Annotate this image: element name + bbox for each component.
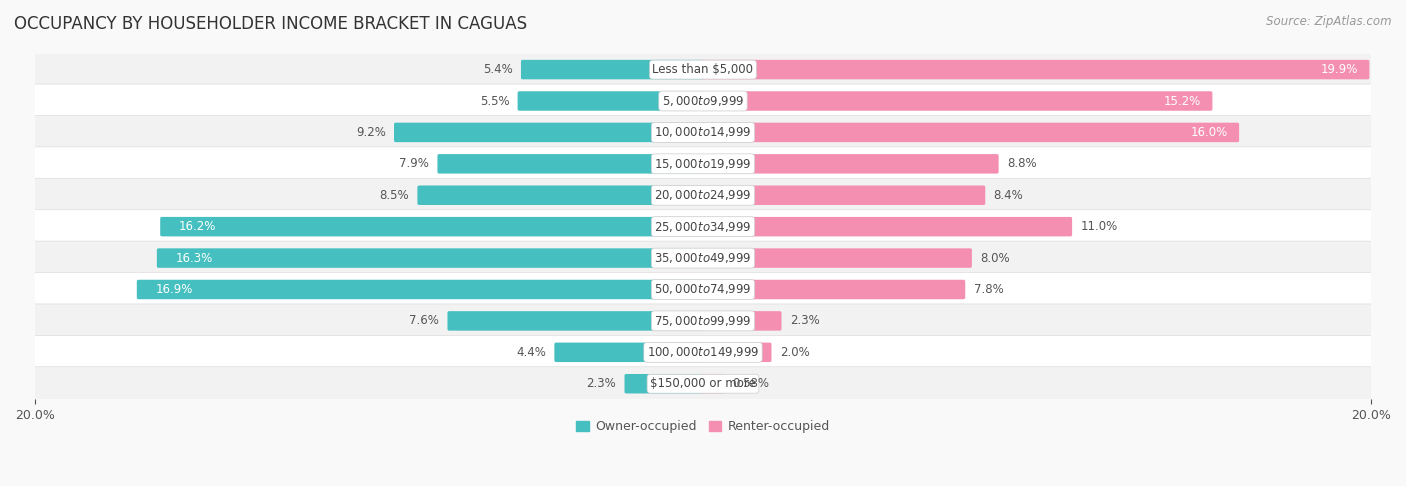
FancyBboxPatch shape <box>34 367 1372 400</box>
FancyBboxPatch shape <box>394 122 704 142</box>
Text: 15.2%: 15.2% <box>1163 94 1201 107</box>
Text: OCCUPANCY BY HOUSEHOLDER INCOME BRACKET IN CAGUAS: OCCUPANCY BY HOUSEHOLDER INCOME BRACKET … <box>14 15 527 33</box>
Text: 0.58%: 0.58% <box>733 377 769 390</box>
Text: $50,000 to $74,999: $50,000 to $74,999 <box>654 282 752 296</box>
FancyBboxPatch shape <box>702 91 1212 111</box>
FancyBboxPatch shape <box>34 209 1372 243</box>
FancyBboxPatch shape <box>157 248 704 268</box>
FancyBboxPatch shape <box>702 60 1369 79</box>
FancyBboxPatch shape <box>34 147 1372 181</box>
Text: 7.6%: 7.6% <box>409 314 439 328</box>
FancyBboxPatch shape <box>34 178 1372 212</box>
Legend: Owner-occupied, Renter-occupied: Owner-occupied, Renter-occupied <box>571 415 835 438</box>
Text: 5.4%: 5.4% <box>482 63 513 76</box>
FancyBboxPatch shape <box>702 248 972 268</box>
Text: 11.0%: 11.0% <box>1080 220 1118 233</box>
Text: 16.0%: 16.0% <box>1191 126 1227 139</box>
Text: $150,000 or more: $150,000 or more <box>650 377 756 390</box>
FancyBboxPatch shape <box>418 186 704 205</box>
FancyBboxPatch shape <box>624 374 704 394</box>
FancyBboxPatch shape <box>34 304 1372 338</box>
Text: $75,000 to $99,999: $75,000 to $99,999 <box>654 314 752 328</box>
Text: $20,000 to $24,999: $20,000 to $24,999 <box>654 188 752 202</box>
Text: 2.3%: 2.3% <box>586 377 616 390</box>
Text: $35,000 to $49,999: $35,000 to $49,999 <box>654 251 752 265</box>
FancyBboxPatch shape <box>522 60 704 79</box>
FancyBboxPatch shape <box>447 311 704 330</box>
FancyBboxPatch shape <box>34 52 1372 87</box>
FancyBboxPatch shape <box>34 116 1372 149</box>
Text: $5,000 to $9,999: $5,000 to $9,999 <box>662 94 744 108</box>
Text: 16.2%: 16.2% <box>179 220 217 233</box>
FancyBboxPatch shape <box>34 335 1372 369</box>
FancyBboxPatch shape <box>34 273 1372 307</box>
Text: $15,000 to $19,999: $15,000 to $19,999 <box>654 157 752 171</box>
Text: 8.0%: 8.0% <box>980 252 1010 264</box>
Text: 7.9%: 7.9% <box>399 157 429 170</box>
Text: 7.8%: 7.8% <box>973 283 1004 296</box>
FancyBboxPatch shape <box>554 343 704 362</box>
FancyBboxPatch shape <box>136 280 704 299</box>
FancyBboxPatch shape <box>702 374 724 394</box>
FancyBboxPatch shape <box>517 91 704 111</box>
Text: 8.5%: 8.5% <box>380 189 409 202</box>
FancyBboxPatch shape <box>34 84 1372 118</box>
FancyBboxPatch shape <box>702 343 772 362</box>
FancyBboxPatch shape <box>702 280 965 299</box>
FancyBboxPatch shape <box>437 154 704 174</box>
Text: 5.5%: 5.5% <box>479 94 509 107</box>
FancyBboxPatch shape <box>702 311 782 330</box>
Text: 8.8%: 8.8% <box>1007 157 1036 170</box>
Text: 16.9%: 16.9% <box>155 283 193 296</box>
Text: Less than $5,000: Less than $5,000 <box>652 63 754 76</box>
Text: 8.4%: 8.4% <box>994 189 1024 202</box>
Text: $100,000 to $149,999: $100,000 to $149,999 <box>647 346 759 359</box>
FancyBboxPatch shape <box>702 154 998 174</box>
Text: 9.2%: 9.2% <box>356 126 385 139</box>
FancyBboxPatch shape <box>702 217 1073 236</box>
Text: 19.9%: 19.9% <box>1320 63 1358 76</box>
Text: $10,000 to $14,999: $10,000 to $14,999 <box>654 125 752 139</box>
Text: $25,000 to $34,999: $25,000 to $34,999 <box>654 220 752 234</box>
Text: 2.0%: 2.0% <box>780 346 810 359</box>
FancyBboxPatch shape <box>160 217 704 236</box>
FancyBboxPatch shape <box>702 122 1239 142</box>
FancyBboxPatch shape <box>34 241 1372 275</box>
Text: 4.4%: 4.4% <box>516 346 546 359</box>
Text: 2.3%: 2.3% <box>790 314 820 328</box>
Text: 16.3%: 16.3% <box>176 252 212 264</box>
Text: Source: ZipAtlas.com: Source: ZipAtlas.com <box>1267 15 1392 28</box>
FancyBboxPatch shape <box>702 186 986 205</box>
